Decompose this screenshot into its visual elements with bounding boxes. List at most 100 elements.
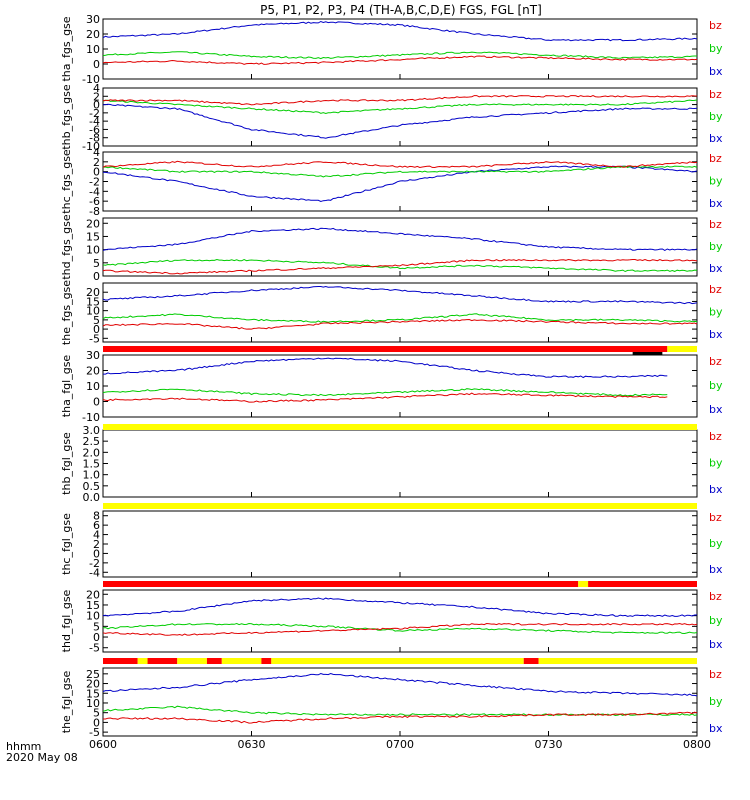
legend-bz: bz bbox=[709, 668, 722, 681]
legend-by: by bbox=[709, 537, 723, 550]
status-bar bbox=[103, 503, 697, 509]
y-tick-label: 4 bbox=[93, 529, 100, 542]
y-tick-label: -8 bbox=[89, 132, 100, 145]
panel-frame bbox=[102, 589, 698, 653]
y-tick-label: 0 bbox=[93, 631, 100, 644]
y-tick-label: 5 bbox=[93, 257, 100, 270]
series-bx-line bbox=[102, 20, 698, 42]
status-marker bbox=[632, 352, 663, 355]
status-segment-yellow bbox=[137, 658, 148, 664]
legend-bx: bx bbox=[709, 197, 723, 210]
status-segment-yellow bbox=[538, 658, 697, 664]
y-tick-label: -5 bbox=[89, 642, 100, 655]
y-tick-label: 20 bbox=[86, 365, 100, 378]
legend-bz: bz bbox=[709, 218, 722, 231]
series-bz-line bbox=[102, 392, 668, 403]
y-tick-label: 5 bbox=[93, 620, 100, 633]
x-tick-label: 0630 bbox=[238, 738, 266, 751]
legend-by: by bbox=[709, 379, 723, 392]
y-axis-label: thd_fgs_gse bbox=[60, 214, 73, 280]
series-bx-line bbox=[102, 103, 698, 139]
series-bz-line bbox=[102, 622, 698, 636]
series-bx-line bbox=[103, 357, 668, 379]
panel-thb_fgl_gse: 3.02.52.01.51.00.50.0 thb_fgl_gse bz by bx bbox=[60, 424, 723, 504]
y-tick-label: 2.5 bbox=[83, 435, 101, 448]
y-tick-label: 15 bbox=[86, 687, 100, 700]
series-bz-line bbox=[102, 95, 698, 106]
y-tick-label: 1.0 bbox=[83, 469, 101, 482]
legend-bx: bx bbox=[709, 563, 723, 576]
status-bar bbox=[103, 424, 697, 430]
status-segment-yellow bbox=[667, 346, 697, 352]
y-tick-label: -2 bbox=[89, 176, 100, 189]
status-segment-red bbox=[103, 581, 579, 587]
legend-bx: bx bbox=[709, 262, 723, 275]
y-tick-label: 0 bbox=[93, 58, 100, 71]
legend-bx: bx bbox=[709, 65, 723, 78]
panel-thc_fgs_gse: 420-2-4-6-8 thc_fgs_gse bz by bx bbox=[60, 146, 723, 218]
legend-bz: bz bbox=[709, 430, 722, 443]
series-by-line bbox=[102, 99, 698, 115]
legend-bx: bx bbox=[709, 638, 723, 651]
x-tick-label: 0730 bbox=[535, 738, 563, 751]
x-tick-label: 0800 bbox=[683, 738, 711, 751]
y-tick-label: 0 bbox=[93, 716, 100, 729]
status-segment-red bbox=[147, 658, 178, 664]
y-tick-label: 2 bbox=[93, 156, 100, 169]
y-tick-label: 0 bbox=[93, 99, 100, 112]
y-tick-label: 10 bbox=[86, 244, 100, 257]
legend-bz: bz bbox=[709, 355, 722, 368]
legend-bz: bz bbox=[709, 88, 722, 101]
y-tick-label: 10 bbox=[86, 697, 100, 710]
status-segment-yellow bbox=[177, 658, 207, 664]
legend-bx: bx bbox=[709, 403, 723, 416]
panel-frame bbox=[102, 18, 698, 80]
y-tick-label: 0 bbox=[93, 270, 100, 283]
y-tick-label: -6 bbox=[89, 195, 100, 208]
status-segment-red bbox=[206, 658, 222, 664]
panel-tha_fgl_gse: 30 20 10 0 -10 tha_fgl_gse bz by bx bbox=[60, 349, 723, 424]
y-axis-label: thd_fgl_gse bbox=[60, 589, 73, 652]
series-by-line bbox=[102, 705, 698, 717]
y-axis-label: thc_fgs_gse bbox=[60, 149, 73, 214]
y-axis-label: the_fgs_gse bbox=[60, 280, 73, 345]
y-axis-label: thb_fgs_gse bbox=[60, 84, 73, 150]
y-tick-label: -4 bbox=[89, 115, 100, 128]
legend-by: by bbox=[709, 240, 723, 253]
status-segment-red bbox=[103, 658, 138, 664]
series-bz-line bbox=[102, 258, 698, 275]
chart-title: P5, P1, P2, P3, P4 (TH-A,B,C,D,E) FGS, F… bbox=[260, 3, 542, 17]
panel-frame bbox=[102, 217, 698, 277]
status-segment-yellow bbox=[271, 658, 524, 664]
y-tick-label: -4 bbox=[89, 566, 100, 579]
y-tick-label: 20 bbox=[86, 217, 100, 230]
y-tick-label: -5 bbox=[89, 332, 100, 345]
y-tick-label: 8 bbox=[93, 510, 100, 523]
y-tick-label: -8 bbox=[89, 205, 100, 218]
y-tick-label: 15 bbox=[86, 599, 100, 612]
series-bz-line bbox=[102, 160, 698, 169]
status-bar bbox=[103, 658, 697, 664]
series-bx-line bbox=[102, 597, 698, 617]
series-bx-line bbox=[102, 672, 698, 697]
panel-frame bbox=[102, 282, 698, 343]
x-tick-label: 0600 bbox=[89, 738, 117, 751]
legend-by: by bbox=[709, 457, 723, 470]
y-tick-label: 15 bbox=[86, 230, 100, 243]
legend-by: by bbox=[709, 695, 723, 708]
series-by-line bbox=[102, 51, 697, 60]
series-bz-line bbox=[102, 318, 698, 330]
series-bx-line bbox=[102, 285, 698, 305]
y-axis-label: tha_fgl_gse bbox=[60, 355, 73, 418]
series-by-line bbox=[102, 165, 698, 178]
y-tick-label: 0 bbox=[93, 166, 100, 179]
y-tick-label: 0 bbox=[93, 547, 100, 560]
y-tick-label: 10 bbox=[86, 305, 100, 318]
y-tick-label: 20 bbox=[86, 588, 100, 601]
legend-bx: bx bbox=[709, 483, 723, 496]
legend-bz: bz bbox=[709, 19, 722, 32]
legend-bz: bz bbox=[709, 511, 722, 524]
